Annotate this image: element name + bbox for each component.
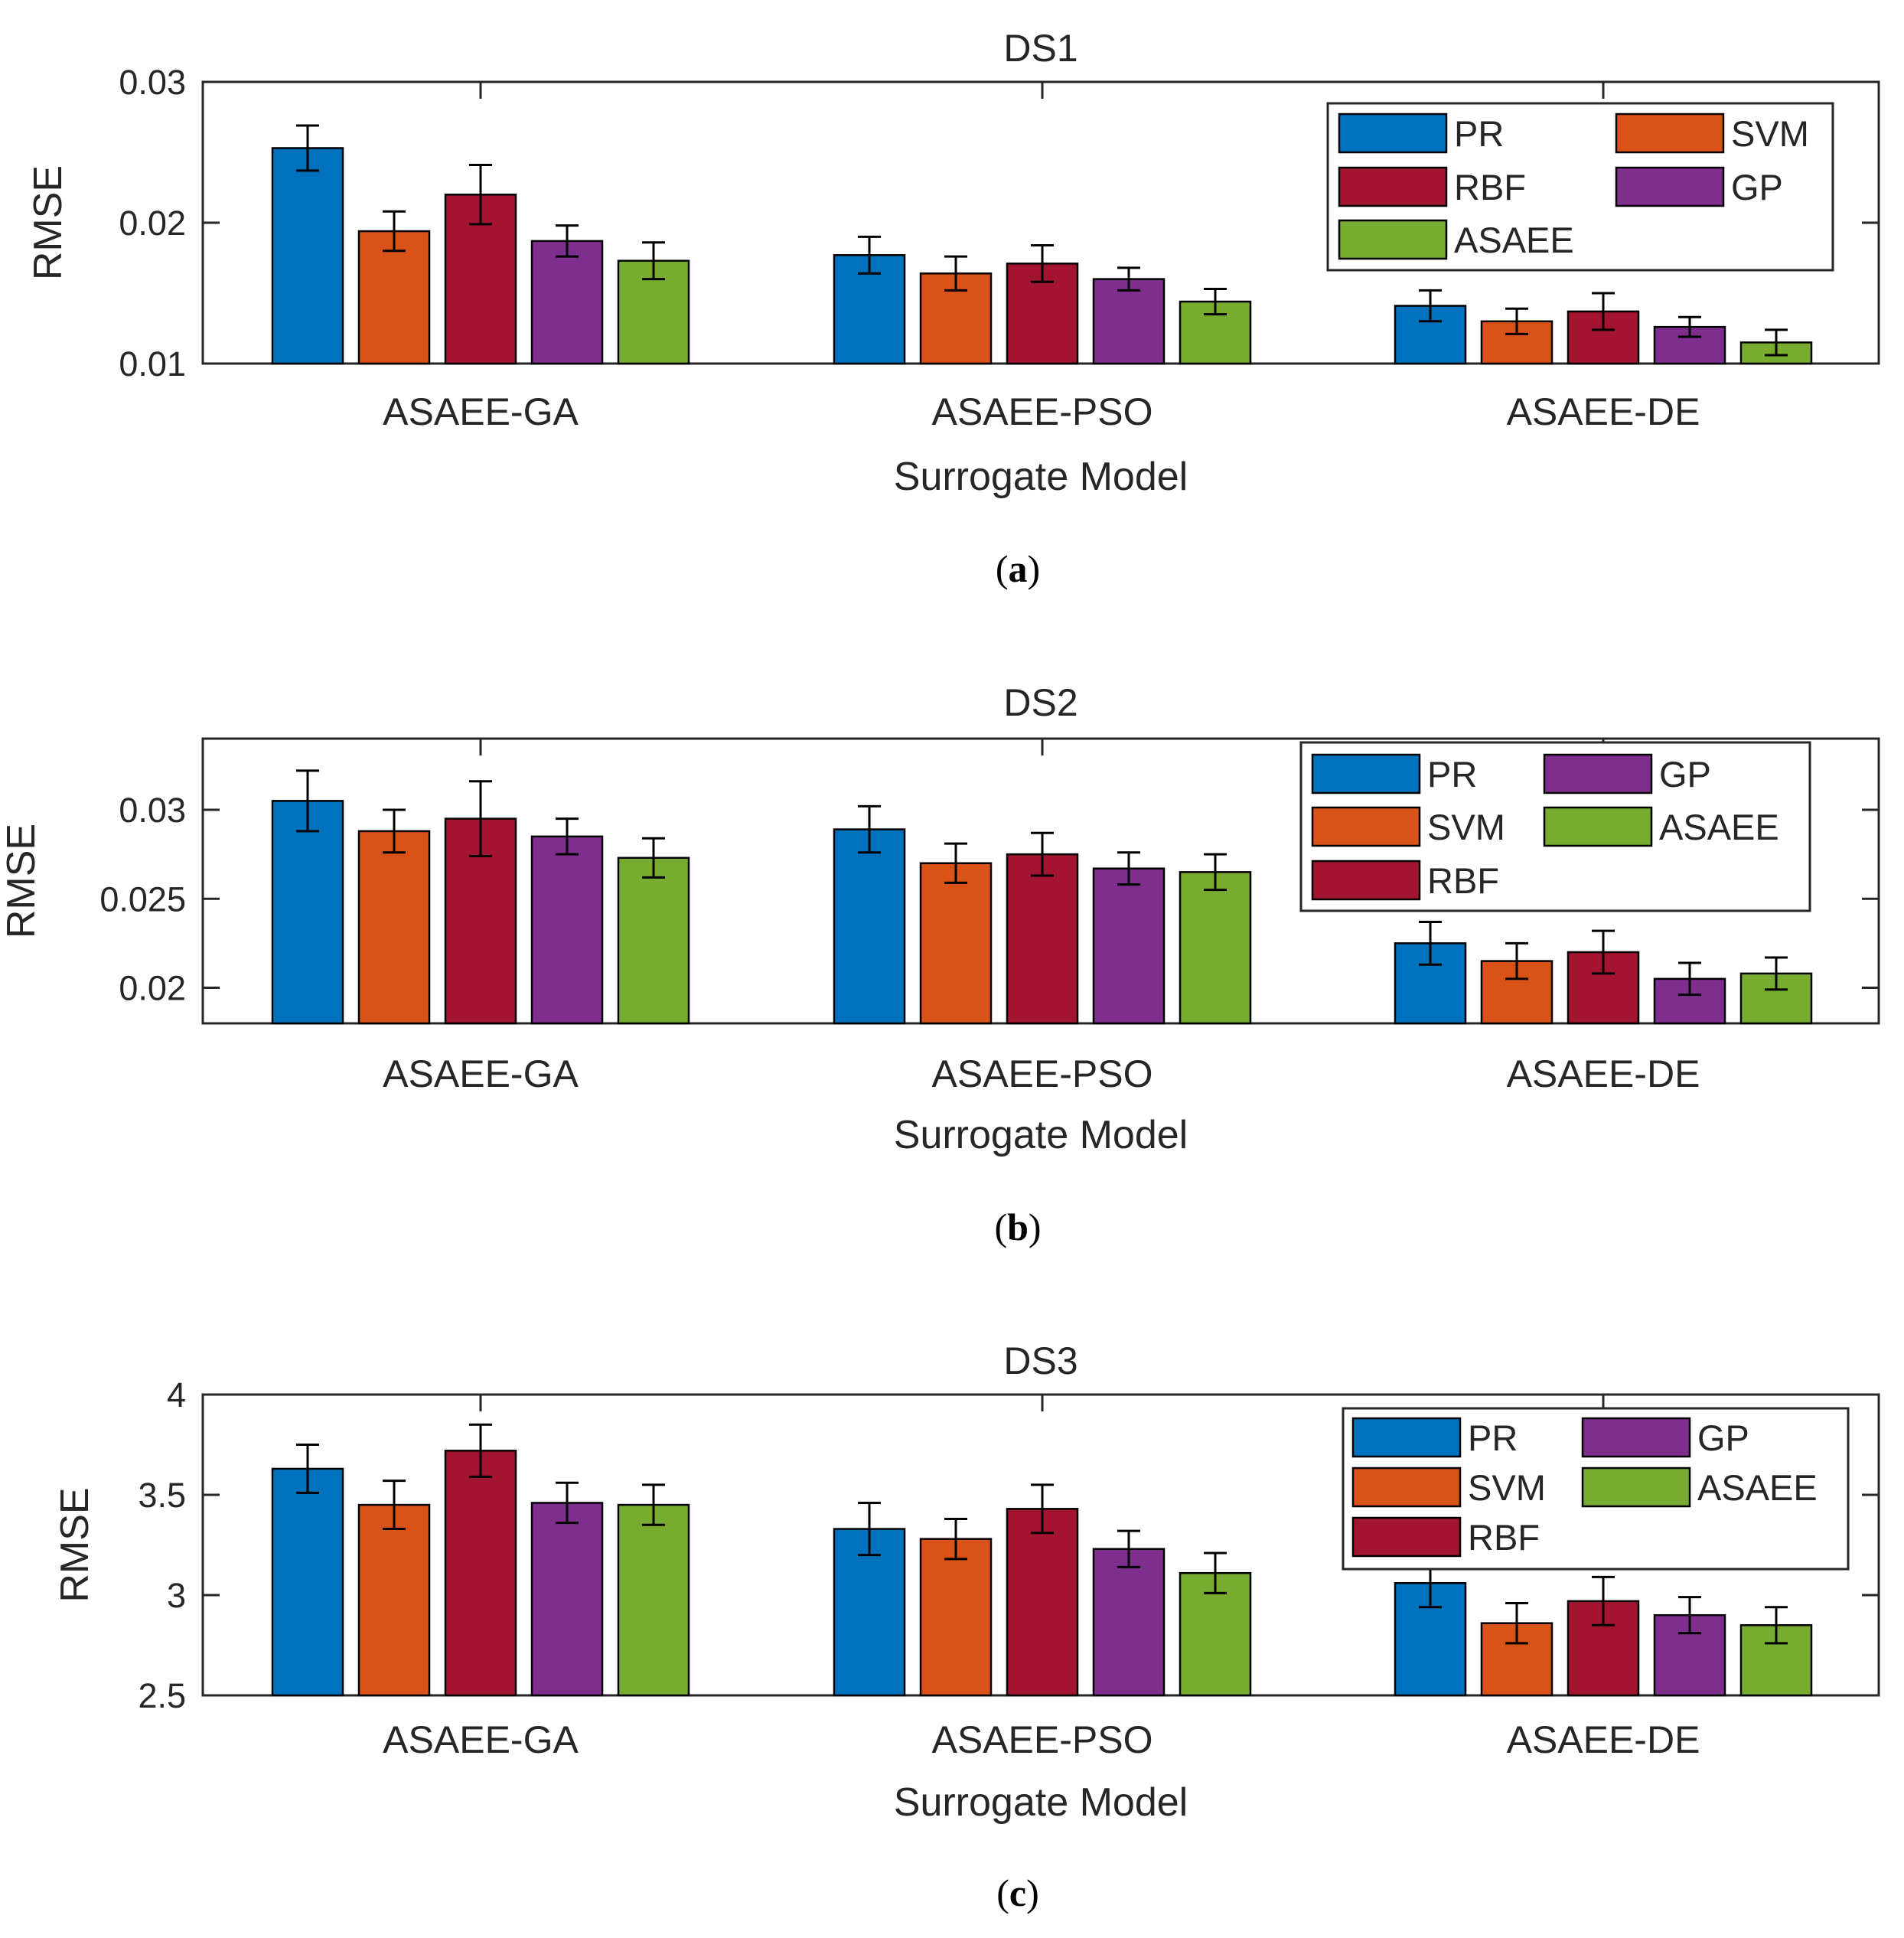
- panel-caption: (c): [996, 1871, 1039, 1914]
- y-axis-label: RMSE: [0, 824, 44, 938]
- x-tick-label: ASAEE-DE: [1507, 1718, 1700, 1761]
- bar-rbf: [1006, 853, 1079, 1025]
- bar-pr: [833, 828, 906, 1025]
- legend-label-pr: PR: [1454, 113, 1504, 154]
- bar-pr: [271, 800, 344, 1025]
- bar-svm: [919, 1538, 993, 1697]
- legend-swatch-gp: [1543, 753, 1653, 794]
- x-axis-label: Surrogate Model: [894, 455, 1188, 499]
- legend-swatch-pr: [1311, 753, 1421, 794]
- x-tick-label: ASAEE-GA: [383, 390, 579, 433]
- bar-rbf: [444, 1450, 517, 1697]
- y-tick-label: 4: [167, 1375, 186, 1414]
- y-axis-label: RMSE: [26, 165, 70, 280]
- panel-caption: (a): [996, 547, 1040, 590]
- legend-label-asaee: ASAEE: [1659, 807, 1779, 847]
- legend-swatch-rbf: [1338, 166, 1448, 207]
- legend-swatch-pr: [1338, 113, 1448, 154]
- y-tick-label: 0.02: [119, 969, 186, 1008]
- y-tick-label: 2.5: [138, 1676, 186, 1715]
- legend-label-asaee: ASAEE: [1697, 1467, 1818, 1508]
- bar-pr: [833, 1528, 906, 1697]
- bar-pr: [271, 1467, 344, 1697]
- y-tick-label: 3: [167, 1576, 186, 1615]
- legend-label-pr: PR: [1427, 754, 1477, 794]
- bar-asaee: [617, 1503, 690, 1697]
- y-tick-label: 3.5: [138, 1476, 186, 1515]
- legend-label-pr: PR: [1468, 1418, 1518, 1458]
- legend-swatch-rbf: [1351, 1516, 1462, 1558]
- bar-pr: [271, 147, 344, 365]
- bar-gp: [530, 240, 604, 365]
- legend: PR SVM RBF GP ASAEE: [1326, 102, 1834, 272]
- bar-gp: [1092, 1548, 1166, 1697]
- bar-gp: [530, 1502, 604, 1697]
- x-tick-label: ASAEE-PSO: [932, 1718, 1153, 1761]
- x-axis-label: Surrogate Model: [894, 1113, 1188, 1157]
- bar-asaee: [617, 259, 690, 365]
- x-axis-label: Surrogate Model: [894, 1780, 1188, 1825]
- legend-swatch-svm: [1351, 1467, 1462, 1508]
- x-tick-label: ASAEE-DE: [1507, 390, 1700, 433]
- legend-swatch-asaee: [1581, 1467, 1691, 1508]
- legend-label-rbf: RBF: [1468, 1517, 1540, 1558]
- x-tick-label: ASAEE-PSO: [932, 390, 1153, 433]
- legend: PR GP SVM ASAEE RBF: [1299, 741, 1811, 912]
- legend-label-gp: GP: [1731, 167, 1783, 207]
- legend-label-svm: SVM: [1731, 113, 1809, 154]
- legend-swatch-asaee: [1338, 219, 1448, 260]
- legend-label-asaee: ASAEE: [1454, 220, 1574, 260]
- bar-asaee: [1179, 871, 1252, 1025]
- bar-asaee: [617, 856, 690, 1025]
- legend-label-gp: GP: [1659, 754, 1711, 794]
- bar-gp: [1092, 278, 1166, 365]
- legend: PR GP SVM ASAEE RBF: [1342, 1407, 1850, 1571]
- y-tick-label: 0.02: [119, 204, 186, 243]
- bar-gp: [1092, 867, 1166, 1025]
- legend-swatch-gp: [1581, 1417, 1691, 1458]
- chart-panel-3: DS3 2.5 3 3.5 4 ASAEE-GA ASAEE-PSO ASAEE-DE Surr…: [53, 1339, 1880, 1914]
- x-tick-label: ASAEE-DE: [1507, 1052, 1700, 1095]
- y-tick-label: 0.01: [119, 344, 186, 383]
- panel-caption: (b): [994, 1206, 1041, 1248]
- legend-label-gp: GP: [1697, 1418, 1749, 1458]
- legend-label-rbf: RBF: [1427, 860, 1499, 901]
- bar-svm: [919, 862, 993, 1025]
- x-tick-label: ASAEE-GA: [383, 1718, 579, 1761]
- bar-gp: [530, 835, 604, 1025]
- legend-swatch-svm: [1311, 806, 1421, 847]
- legend-swatch-svm: [1615, 113, 1725, 154]
- legend-label-rbf: RBF: [1454, 167, 1526, 207]
- bar-rbf: [1006, 1508, 1079, 1697]
- legend-label-svm: SVM: [1427, 807, 1505, 847]
- x-tick-label: ASAEE-PSO: [932, 1052, 1153, 1095]
- bar-svm: [357, 830, 431, 1025]
- legend-swatch-asaee: [1543, 806, 1653, 847]
- legend-swatch-gp: [1615, 166, 1725, 207]
- chart-title: DS2: [1003, 681, 1078, 724]
- bar-svm: [357, 1503, 431, 1697]
- chart-title: DS3: [1003, 1339, 1078, 1382]
- x-tick-label: ASAEE-GA: [383, 1052, 579, 1095]
- bar-asaee: [1179, 300, 1252, 365]
- legend-label-svm: SVM: [1468, 1467, 1546, 1508]
- chart-panel-1: DS1 0.01 0.02 0.03 ASAEE-GA ASAEE-PSO ASAEE-DE…: [26, 27, 1880, 590]
- y-tick-label: 0.025: [99, 879, 186, 918]
- bar-gp: [1653, 325, 1726, 365]
- chart-title: DS1: [1003, 27, 1078, 70]
- legend-swatch-pr: [1351, 1417, 1462, 1458]
- y-tick-label: 0.03: [119, 63, 186, 102]
- chart-panel-2: DS2 0.02 0.025 0.03 ASAEE-GA ASAEE-PSO ASAEE-D…: [0, 681, 1880, 1248]
- y-tick-label: 0.03: [119, 791, 186, 830]
- legend-swatch-rbf: [1311, 860, 1421, 901]
- y-axis-label: RMSE: [53, 1487, 97, 1602]
